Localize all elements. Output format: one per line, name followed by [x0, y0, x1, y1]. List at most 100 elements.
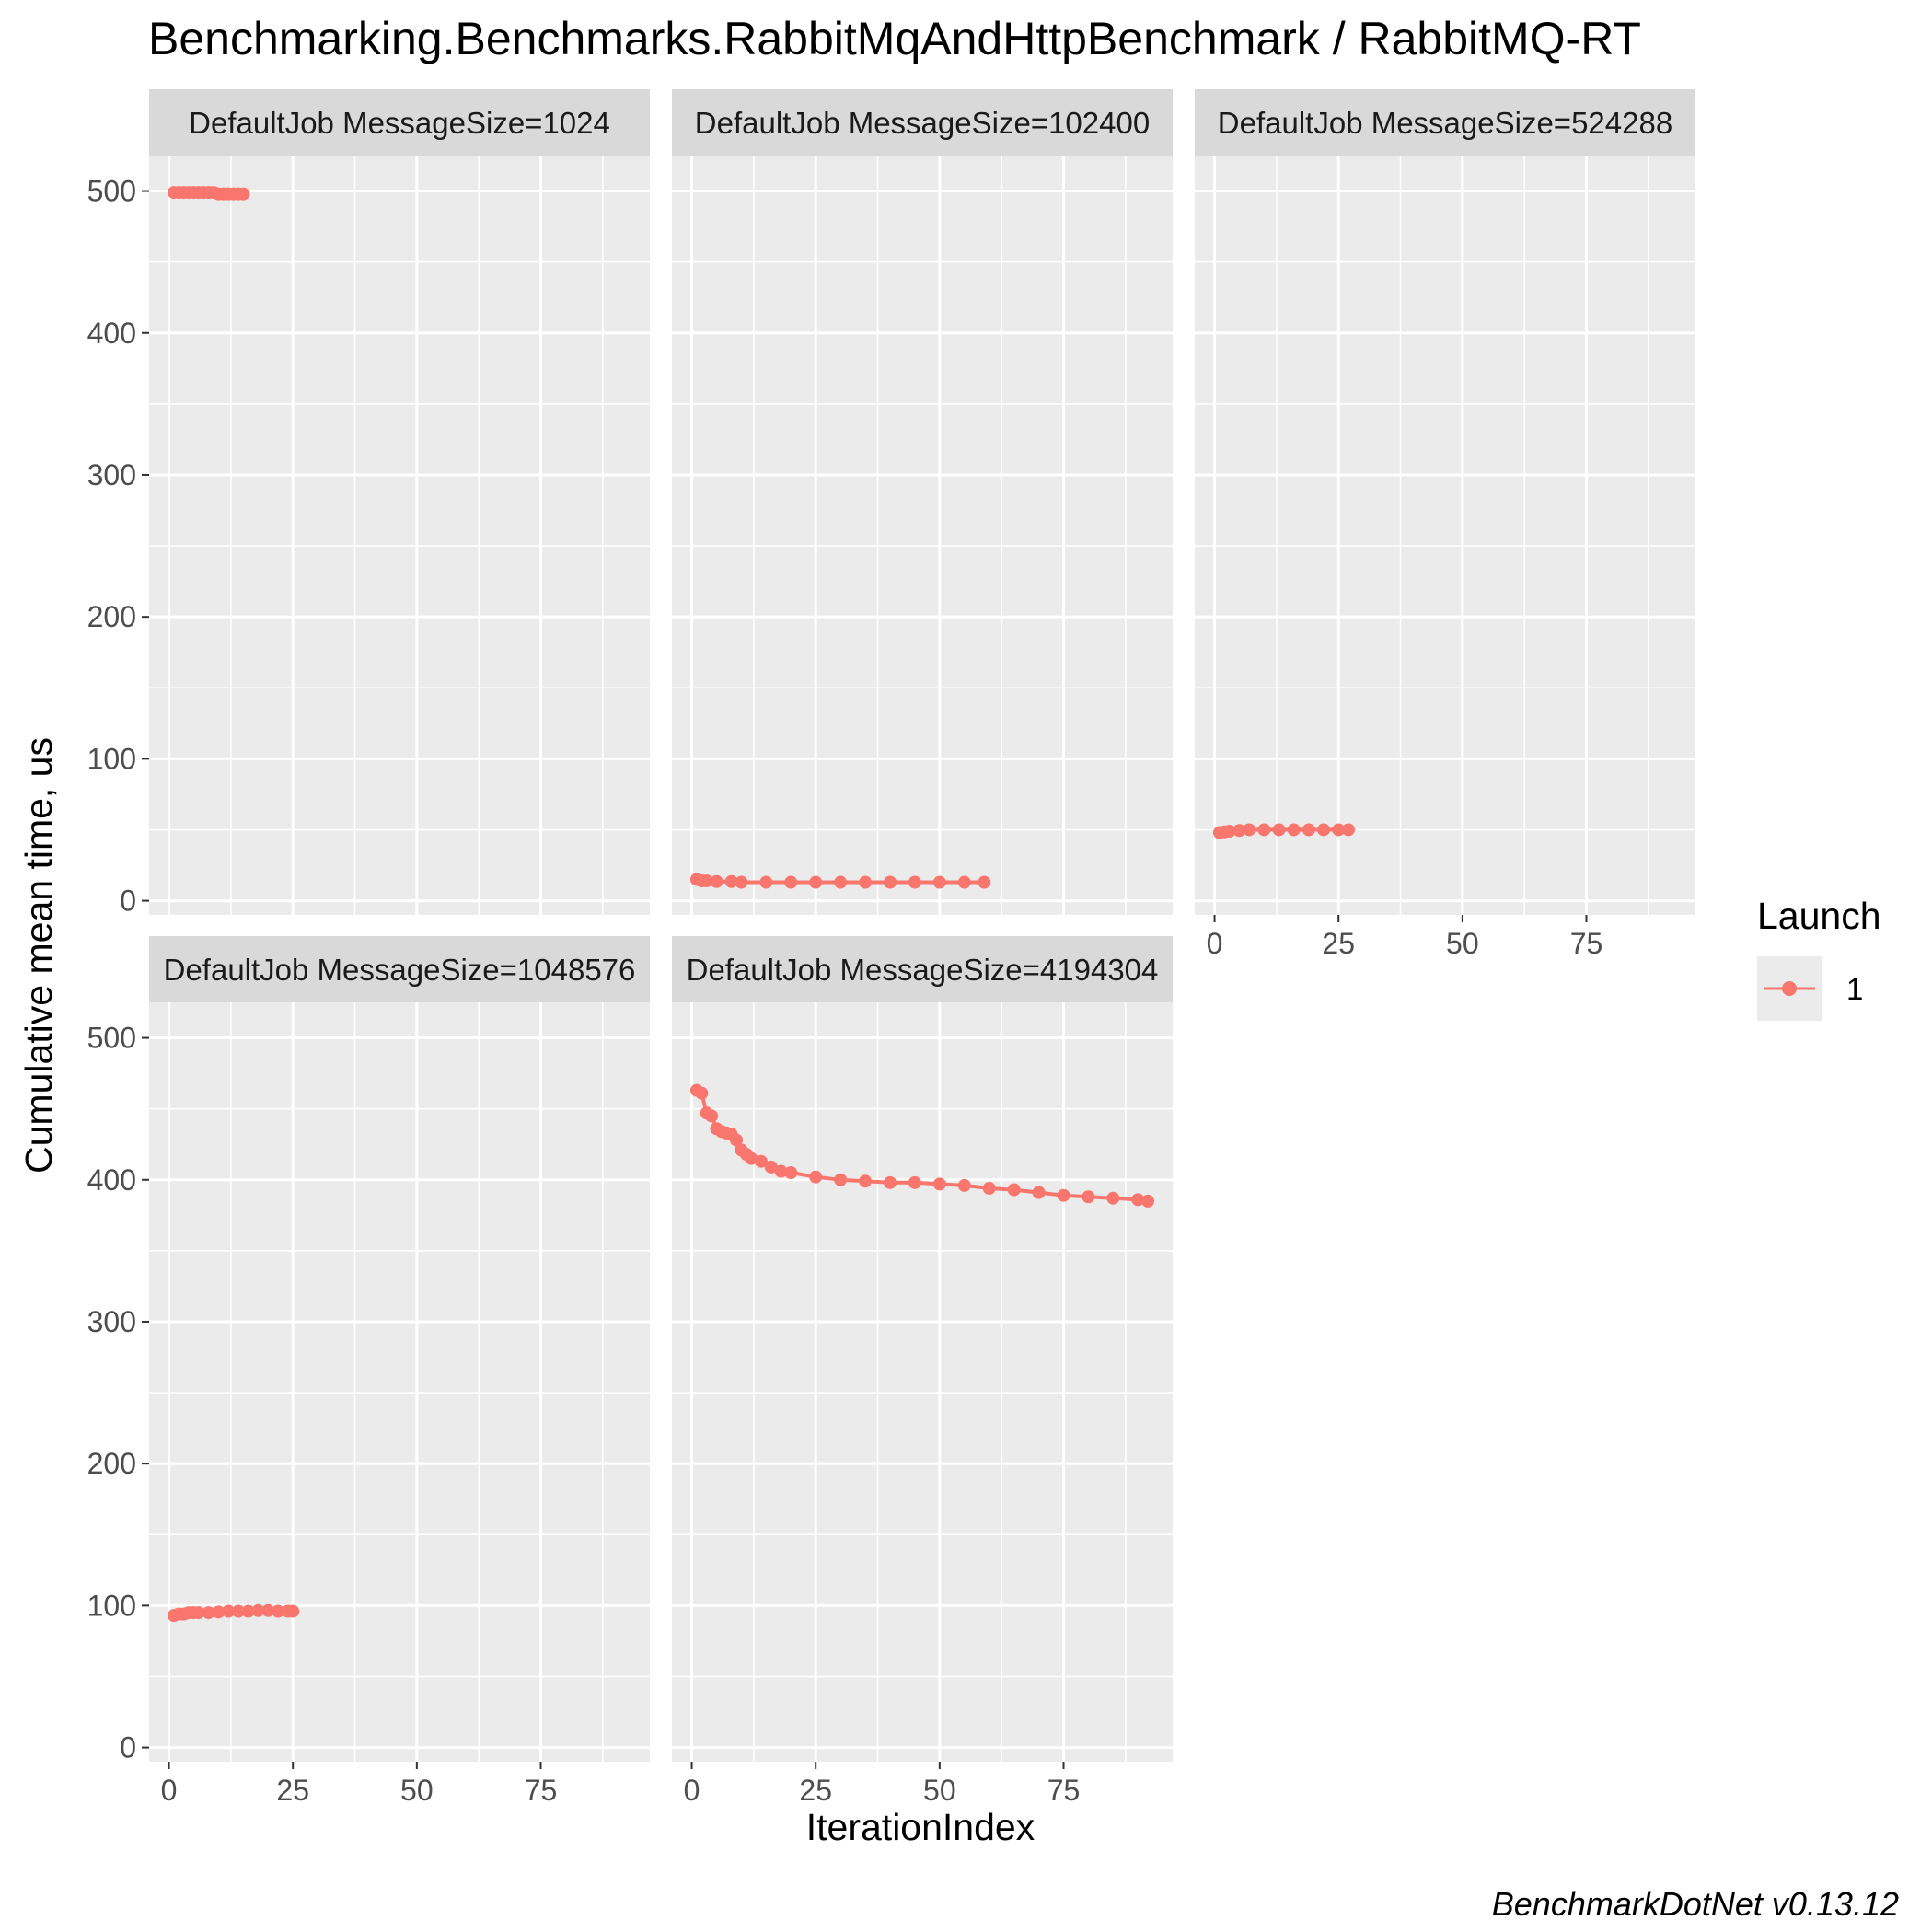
data-point — [908, 1175, 921, 1189]
data-point — [705, 1109, 719, 1123]
data-point — [730, 1133, 744, 1147]
y-tick-label: 300 — [87, 458, 136, 492]
facet-panel: DefaultJob MessageSize=1024 0 100 200 300 400… — [87, 89, 650, 918]
data-point — [764, 1160, 778, 1174]
x-tick-label: 0 — [1207, 927, 1223, 960]
y-tick-label: 200 — [87, 600, 136, 633]
data-point — [978, 875, 991, 889]
caption: BenchmarkDotNet v0.13.12 — [1492, 1885, 1899, 1923]
x-tick-label: 75 — [1570, 927, 1603, 960]
data-point — [261, 1603, 275, 1617]
data-point — [759, 875, 773, 889]
data-point — [191, 1606, 205, 1620]
data-point — [1257, 823, 1271, 837]
data-point — [957, 875, 971, 889]
facet-strip — [149, 89, 650, 156]
data-point — [809, 875, 823, 889]
data-point — [241, 1604, 255, 1618]
data-point — [859, 875, 873, 889]
data-point — [1272, 823, 1286, 837]
data-point — [1232, 824, 1246, 838]
data-point — [883, 875, 897, 889]
data-point — [1007, 1183, 1021, 1197]
data-point — [1287, 823, 1301, 837]
data-point — [212, 1605, 226, 1619]
x-tick-label: 25 — [276, 1774, 309, 1807]
y-axis-title: Cumulative mean time, us — [17, 737, 60, 1174]
facet-strip-label: DefaultJob MessageSize=102400 — [695, 106, 1150, 140]
y-tick-label: 100 — [87, 742, 136, 775]
data-point — [957, 1178, 971, 1192]
x-tick-label: 0 — [684, 1774, 700, 1807]
y-tick-label: 500 — [87, 175, 136, 208]
data-point — [237, 187, 250, 201]
data-point — [222, 1604, 236, 1618]
facet-strip-label: DefaultJob MessageSize=1048576 — [164, 953, 636, 987]
data-point — [272, 1604, 285, 1618]
data-point — [1243, 823, 1256, 837]
data-point — [908, 875, 921, 889]
y-tick-label: 0 — [120, 1731, 136, 1764]
x-tick-label: 50 — [923, 1774, 956, 1807]
facet-panel: DefaultJob MessageSize=1048576 0 100 200 300… — [87, 936, 650, 1807]
x-tick-label: 50 — [400, 1774, 434, 1807]
x-tick-label: 25 — [799, 1774, 832, 1807]
legend-label: 1 — [1846, 972, 1863, 1006]
y-tick-label: 0 — [120, 885, 136, 918]
y-tick-label: 400 — [87, 317, 136, 350]
data-point — [834, 1173, 848, 1186]
x-tick-label: 50 — [1446, 927, 1479, 960]
data-point — [1332, 823, 1346, 837]
x-tick-label: 75 — [525, 1774, 558, 1807]
plot-background — [1195, 156, 1695, 915]
data-point — [1141, 1194, 1155, 1208]
data-point — [710, 874, 723, 888]
data-point — [754, 1154, 768, 1168]
data-point — [1131, 1193, 1145, 1207]
facet-panel: DefaultJob MessageSize=4194304 0 25 50 75 — [672, 936, 1173, 1807]
facet-strip-label: DefaultJob MessageSize=524288 — [1218, 106, 1672, 140]
data-point — [700, 873, 713, 887]
data-point — [774, 1164, 788, 1178]
data-point — [784, 875, 798, 889]
plot-background — [672, 1002, 1173, 1762]
facet-panels: DefaultJob MessageSize=1024 0 100 200 300 400… — [87, 89, 1695, 1807]
x-tick-label: 75 — [1047, 1774, 1081, 1807]
data-point — [735, 875, 748, 889]
data-point — [834, 875, 848, 889]
data-point — [251, 1603, 265, 1617]
data-point — [982, 1182, 996, 1196]
plot-background — [149, 156, 650, 915]
data-point — [695, 1086, 709, 1100]
legend-key-point — [1782, 981, 1797, 996]
facet-strip-label: DefaultJob MessageSize=4194304 — [687, 953, 1159, 987]
facet-strip — [149, 936, 650, 1002]
data-point — [1222, 825, 1236, 839]
data-point — [1301, 823, 1315, 837]
data-point — [286, 1604, 300, 1618]
data-point — [932, 875, 946, 889]
legend: Launch 1 — [1757, 895, 1881, 1021]
facet-strip — [672, 936, 1173, 1002]
data-point — [1317, 823, 1331, 837]
y-tick-label: 100 — [87, 1589, 136, 1622]
data-point — [883, 1175, 897, 1189]
y-tick-label: 300 — [87, 1305, 136, 1338]
legend-title: Launch — [1757, 895, 1881, 937]
data-point — [724, 874, 738, 888]
data-point — [1082, 1190, 1095, 1204]
chart-title: Benchmarking.Benchmarks.RabbitMqAndHttpB… — [148, 13, 1641, 64]
data-point — [231, 1604, 245, 1618]
data-point — [745, 1151, 758, 1165]
y-tick-label: 500 — [87, 1022, 136, 1055]
data-point — [784, 1166, 798, 1180]
x-tick-label: 25 — [1322, 927, 1355, 960]
data-point — [202, 1606, 215, 1620]
plot-background — [149, 1002, 650, 1762]
x-axis-title: IterationIndex — [806, 1806, 1035, 1848]
facet-strip — [672, 89, 1173, 156]
facet-strip — [1195, 89, 1695, 156]
data-point — [932, 1177, 946, 1191]
facet-panel: DefaultJob MessageSize=102400 — [672, 89, 1173, 915]
